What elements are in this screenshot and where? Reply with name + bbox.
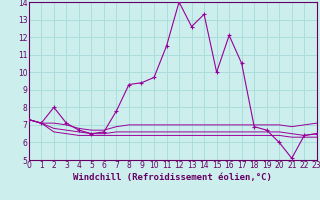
X-axis label: Windchill (Refroidissement éolien,°C): Windchill (Refroidissement éolien,°C) bbox=[73, 173, 272, 182]
